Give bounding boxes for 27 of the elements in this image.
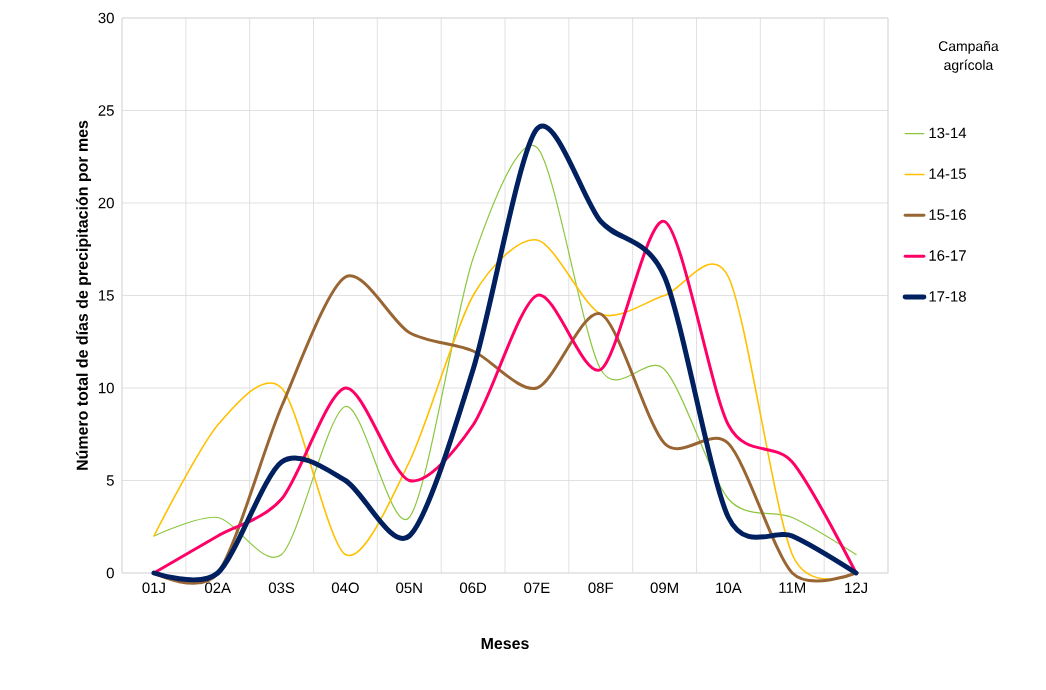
legend-label: 14-15 <box>929 168 966 179</box>
y-axis-title: Número total de días de precipitación por mes <box>76 120 92 470</box>
x-tick-label: 07E <box>524 582 550 594</box>
legend-label: 15-16 <box>929 209 966 220</box>
x-tick-label: 11M <box>779 582 806 593</box>
x-tick-label: 01J <box>142 582 165 594</box>
y-tick-label: 15 <box>99 290 114 301</box>
x-tick-label: 10A <box>716 582 742 594</box>
y-tick-label: 0 <box>106 567 114 579</box>
legend-label: 13-14 <box>929 127 967 139</box>
y-tick-label: 25 <box>98 105 114 116</box>
x-tick-label: 03S <box>268 582 295 594</box>
x-tick-label: 06D <box>459 582 487 594</box>
x-tick-label: 05N <box>396 582 422 594</box>
y-tick-label: 10 <box>99 382 114 394</box>
legend-label: 17-18 <box>929 291 966 302</box>
y-tick-label: 20 <box>98 197 114 209</box>
x-axis-title: Meses <box>481 637 529 650</box>
legend-title: Campaña agrícola <box>938 40 999 73</box>
x-tick-label: 12J <box>845 582 868 594</box>
y-tick-label: 5 <box>106 475 114 486</box>
y-tick-label: 30 <box>98 12 114 24</box>
legend-label: 16-17 <box>929 250 966 261</box>
x-tick-label: 09M <box>650 582 678 594</box>
x-tick-label: 02A <box>205 582 232 594</box>
x-tick-label: 08F <box>588 582 614 594</box>
x-tick-label: 04O <box>331 582 359 594</box>
